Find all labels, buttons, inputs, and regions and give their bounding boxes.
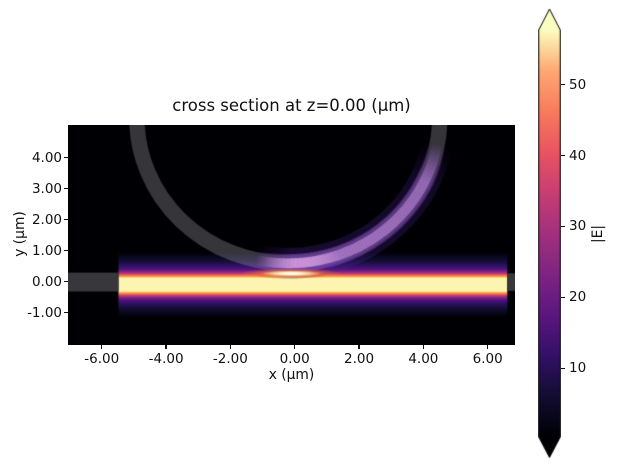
x-tick-label: -2.00 [212, 351, 248, 367]
x-tick-mark [229, 345, 231, 349]
y-tick-mark [64, 311, 68, 314]
x-tick-mark [294, 345, 296, 349]
colorbar-label: |E| [590, 224, 606, 244]
y-tick-label: 0.00 [31, 273, 62, 290]
colorbar-tick-label: 50 [569, 76, 587, 93]
y-tick-label: 3.00 [31, 180, 62, 197]
x-tick-label: 0.00 [279, 351, 310, 367]
y-tick-label: 2.00 [31, 211, 62, 228]
colorbar-tick-mark [561, 225, 565, 227]
x-tick-mark [165, 345, 167, 349]
y-tick-mark [64, 280, 68, 283]
y-tick-mark [64, 157, 68, 159]
x-tick-mark [487, 345, 489, 349]
colorbar-tick-mark [561, 367, 565, 369]
x-tick-mark [358, 345, 360, 349]
x-tick-label: -4.00 [148, 351, 184, 367]
y-tick-label: 1.00 [31, 242, 62, 259]
y-tick-label: -1.00 [27, 304, 62, 321]
colorbar-canvas [538, 8, 561, 460]
colorbar-tick-label: 40 [569, 147, 587, 164]
y-tick-mark [64, 188, 68, 190]
x-tick-label: 2.00 [344, 351, 375, 367]
colorbar-tick-mark [561, 154, 565, 157]
x-tick-mark [422, 345, 424, 349]
x-axis-label: x (μm) [268, 367, 315, 383]
x-tick-label: 4.00 [408, 351, 439, 367]
y-tick-mark [64, 219, 68, 221]
field-heatmap-canvas [68, 125, 515, 345]
plot-area [68, 125, 515, 345]
colorbar-tick-label: 10 [569, 360, 587, 377]
colorbar-tick-label: 30 [569, 218, 587, 235]
y-tick-mark [64, 250, 68, 252]
colorbar-tick-mark [561, 296, 565, 298]
colorbar [538, 8, 561, 460]
plot-title: cross section at z=0.00 (μm) [172, 96, 411, 115]
x-tick-label: -6.00 [84, 351, 120, 367]
colorbar-tick-label: 20 [569, 289, 587, 306]
colorbar-tick-mark [561, 83, 565, 86]
x-tick-mark [101, 345, 103, 349]
y-tick-label: 4.00 [31, 149, 62, 166]
x-tick-label: 6.00 [472, 351, 503, 367]
